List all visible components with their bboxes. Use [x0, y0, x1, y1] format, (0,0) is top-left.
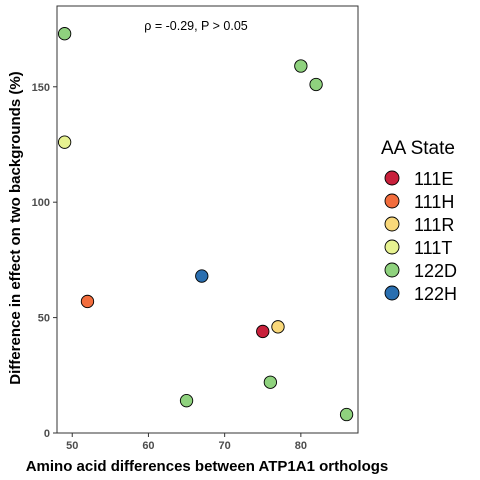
data-point-111r: [271, 320, 285, 334]
data-point-122d: [263, 375, 278, 389]
x-tick-label: 60: [142, 440, 154, 452]
legend-key-111r: [384, 216, 400, 232]
plot-panel: [56, 5, 359, 434]
legend-key-111e: [384, 170, 400, 186]
data-points: [57, 27, 354, 422]
y-axis-title: Difference in effect on two backgrounds …: [7, 71, 24, 384]
legend-key-122h: [384, 285, 400, 301]
legend-label-111r: 111R: [414, 215, 454, 235]
y-tick-label: 50: [38, 313, 50, 325]
data-point-111h: [80, 294, 95, 309]
x-tick-label: 50: [66, 440, 78, 452]
data-point-122d: [339, 407, 354, 422]
data-point-122h: [195, 269, 209, 283]
legend-label-122h: 122H: [414, 284, 457, 304]
x-axis: 50 60 70 80: [66, 433, 307, 452]
data-point-122d: [309, 77, 323, 92]
y-tick-label: 100: [32, 197, 50, 209]
data-point-122d: [57, 27, 72, 41]
legend-title: AA State: [381, 138, 455, 159]
data-point-111t: [57, 135, 72, 149]
y-tick-label: 150: [32, 82, 50, 94]
x-tick-label: 80: [295, 440, 307, 452]
data-point-122d: [179, 394, 194, 408]
data-point-111e: [256, 324, 270, 339]
legend-label-122d: 122D: [414, 261, 457, 281]
data-point-122d: [294, 59, 308, 73]
legend-label-111t: 111T: [414, 238, 452, 258]
legend-key-122d: [384, 262, 400, 278]
y-axis: 0 50 100 150: [32, 82, 57, 440]
legend-key-111t: [384, 239, 400, 255]
legend-label-111h: 111H: [414, 192, 454, 212]
x-axis-title: Amino acid differences between ATP1A1 or…: [26, 458, 389, 475]
correlation-annotation: ρ = -0.29, P > 0.05: [144, 19, 248, 33]
x-tick-label: 70: [219, 440, 231, 452]
legend-key-111h: [384, 193, 400, 209]
y-tick-label: 0: [44, 428, 50, 440]
legend: AA State 111E 111H 111R 111T 122D 122H: [381, 138, 457, 304]
legend-label-111e: 111E: [414, 169, 453, 189]
